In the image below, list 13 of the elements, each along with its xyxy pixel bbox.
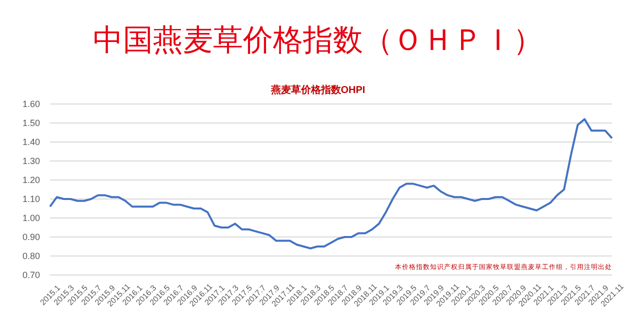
- y-tick-label: 1.40: [22, 137, 40, 148]
- chart-subtitle: 燕麦草价格指数OHPI: [270, 84, 366, 96]
- y-tick-label: 1.10: [22, 194, 40, 204]
- y-tick-label: 1.00: [22, 213, 40, 224]
- line-series: [49, 118, 613, 250]
- chart-title: 中国燕麦草价格指数（ＯＨＰＩ）: [93, 23, 543, 58]
- y-tick-label: 1.60: [22, 99, 40, 110]
- y-tick-label: 1.30: [22, 156, 40, 166]
- y-tick-label: 1.20: [22, 175, 40, 186]
- y-tick-label: 0.70: [22, 270, 40, 280]
- y-tick-label: 1.50: [22, 118, 40, 128]
- y-tick-label: 0.90: [22, 232, 40, 242]
- y-tick-label: 0.80: [22, 251, 40, 262]
